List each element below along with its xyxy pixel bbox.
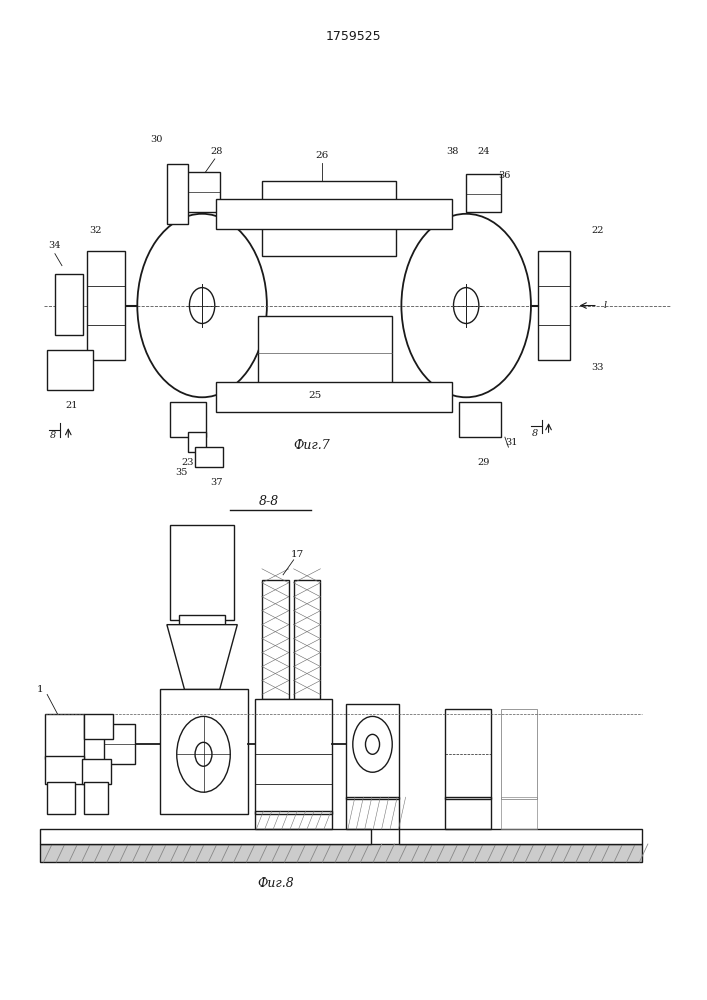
Bar [47, 782, 76, 814]
Text: 33: 33 [592, 363, 604, 372]
Bar [85, 714, 112, 739]
Text: 28: 28 [210, 147, 223, 156]
Text: 24: 24 [477, 147, 490, 156]
Bar [177, 172, 220, 212]
Bar [445, 709, 491, 799]
Bar [538, 251, 570, 360]
Bar [160, 689, 248, 814]
Text: 1: 1 [37, 685, 43, 694]
Text: 35: 35 [175, 468, 187, 477]
Text: Фиг.8: Фиг.8 [257, 877, 294, 890]
Text: 31: 31 [506, 438, 518, 447]
Bar [293, 580, 320, 699]
Text: 8: 8 [49, 431, 56, 440]
Bar [216, 199, 452, 229]
Bar [170, 525, 234, 620]
Bar [45, 714, 84, 759]
Text: 1759525: 1759525 [326, 30, 381, 43]
Bar [501, 709, 537, 799]
Text: 38: 38 [446, 147, 458, 156]
Text: 34: 34 [49, 241, 62, 250]
Bar [83, 759, 110, 784]
Bar [170, 402, 206, 437]
Text: 22: 22 [592, 226, 604, 235]
Text: 23: 23 [182, 458, 194, 467]
Bar [399, 829, 642, 844]
Bar [84, 782, 108, 814]
Bar [47, 350, 93, 390]
Text: 25: 25 [308, 391, 322, 400]
Text: 26: 26 [315, 151, 329, 160]
Text: 36: 36 [498, 171, 511, 180]
Bar [179, 615, 225, 630]
Bar [45, 756, 84, 784]
Bar [346, 704, 399, 799]
Bar [262, 580, 288, 699]
Text: 29: 29 [478, 458, 490, 467]
Text: 21: 21 [66, 401, 78, 410]
Bar [40, 844, 642, 862]
Polygon shape [167, 625, 238, 689]
Bar [103, 724, 135, 764]
Bar [55, 274, 83, 335]
Bar [40, 829, 371, 844]
Bar [195, 447, 223, 467]
Text: 32: 32 [89, 226, 101, 235]
Bar [259, 316, 392, 390]
Text: l: l [603, 301, 607, 310]
Bar [466, 174, 501, 212]
Bar [346, 797, 399, 829]
Bar [255, 811, 332, 829]
Bar [501, 797, 537, 829]
Bar [86, 251, 125, 360]
Text: 37: 37 [210, 478, 223, 487]
Text: 8-8: 8-8 [259, 495, 279, 508]
Bar [459, 402, 501, 437]
Bar [167, 164, 188, 224]
Bar [216, 382, 452, 412]
Text: 17: 17 [291, 550, 304, 559]
Bar [262, 181, 396, 256]
Bar [188, 432, 206, 452]
Bar [255, 699, 332, 814]
Bar [445, 797, 491, 829]
Text: Фиг.7: Фиг.7 [293, 439, 329, 452]
Text: 30: 30 [150, 135, 163, 144]
Text: 8: 8 [532, 429, 537, 438]
